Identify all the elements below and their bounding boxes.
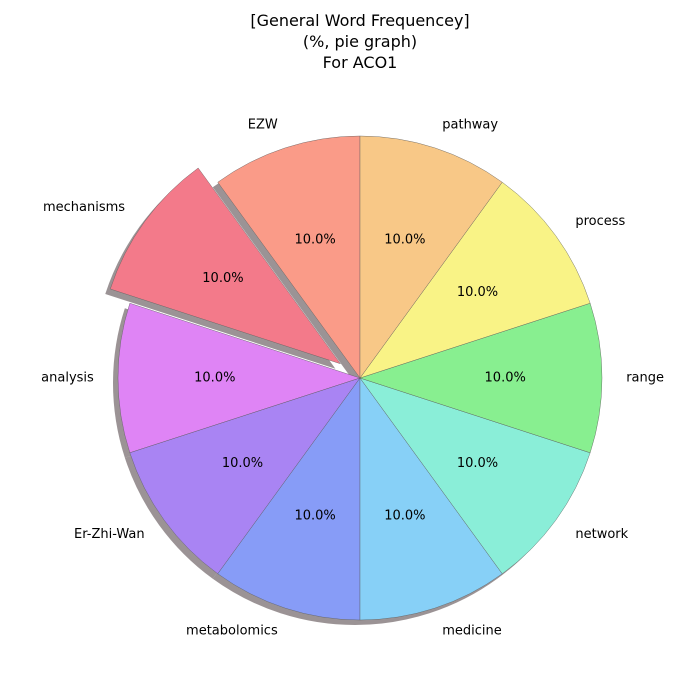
slice-label-er-zhi-wan: Er-Zhi-Wan	[74, 527, 145, 542]
slice-percent-pathway: 10.0%	[384, 232, 425, 247]
slice-percent-metabolomics: 10.0%	[294, 509, 335, 524]
pie-slice-range	[359, 302, 603, 454]
pie-slice-er-zhi-wan	[129, 377, 361, 575]
slice-percent-range: 10.0%	[485, 371, 526, 386]
slice-percent-ezw: 10.0%	[294, 232, 335, 247]
pie-slice-ezw	[217, 135, 361, 379]
slice-percent-mechanisms: 10.0%	[202, 271, 243, 286]
pie-slice-pathway	[359, 135, 503, 379]
pie-slices	[110, 135, 603, 621]
chart-title-line-3: For ACO1	[323, 53, 398, 72]
slice-label-process: process	[575, 214, 625, 229]
chart-title: [General Word Frequencey] (%, pie graph)…	[250, 11, 469, 72]
slice-label-metabolomics: metabolomics	[186, 624, 278, 639]
slice-label-ezw: EZW	[248, 117, 278, 132]
pie-labels: EZW 10.0% mechanisms 10.0% analysis 10.0% Er-Z…	[41, 117, 664, 638]
slice-label-analysis: analysis	[41, 371, 94, 386]
pie-slice-medicine	[359, 377, 503, 621]
slice-percent-medicine: 10.0%	[384, 509, 425, 524]
slice-label-range: range	[626, 371, 664, 386]
slice-label-pathway: pathway	[442, 117, 498, 132]
chart-title-line-2: (%, pie graph)	[303, 32, 417, 51]
slice-percent-process: 10.0%	[457, 285, 498, 300]
slice-percent-analysis: 10.0%	[194, 371, 235, 386]
pie-slice-mechanisms	[110, 167, 341, 365]
pie-slice-network	[359, 377, 591, 575]
chart-title-line-1: [General Word Frequencey]	[250, 11, 469, 30]
slice-label-network: network	[575, 527, 628, 542]
pie-slice-process	[359, 181, 591, 379]
pie-slice-analysis	[117, 302, 361, 454]
slice-percent-network: 10.0%	[457, 456, 498, 471]
slice-label-mechanisms: mechanisms	[43, 200, 125, 215]
slice-percent-er-zhi-wan: 10.0%	[222, 456, 263, 471]
pie-slice-metabolomics	[217, 377, 361, 621]
slice-label-medicine: medicine	[442, 624, 502, 639]
